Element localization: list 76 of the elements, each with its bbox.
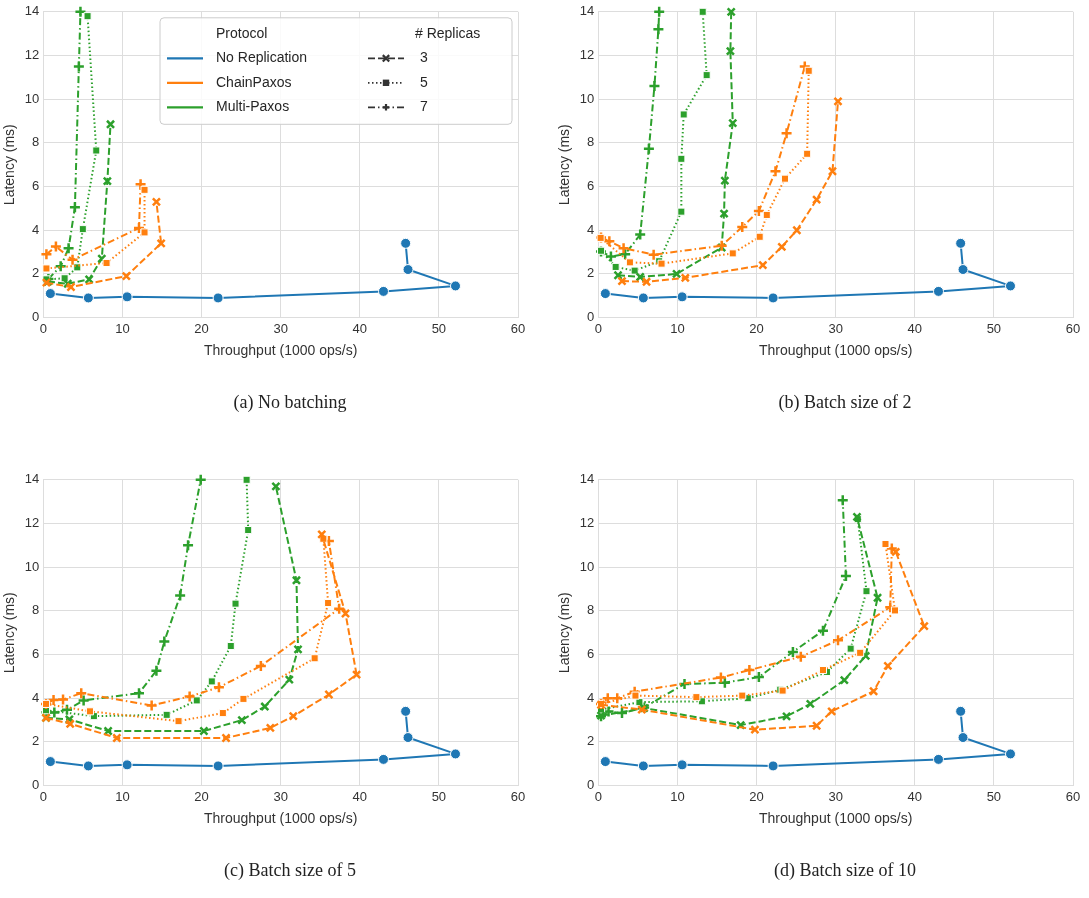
y-tick-label: 6 bbox=[587, 646, 595, 662]
y-tick-label: 4 bbox=[587, 689, 595, 705]
x-tick-label: 30 bbox=[273, 320, 288, 336]
y-tick-label: 10 bbox=[24, 90, 40, 106]
x-tick-label: 20 bbox=[749, 788, 764, 804]
text: (b) Batch size of 2 bbox=[777, 392, 913, 413]
x-tick-label: 20 bbox=[194, 320, 209, 336]
x-tick-label: 60 bbox=[510, 788, 526, 804]
x-axis-title: Throughput (1000 ops/s) bbox=[758, 810, 913, 827]
y-tick-label: 8 bbox=[587, 134, 595, 150]
y-tick-label: 10 bbox=[579, 90, 595, 106]
y-axis-title: Latency (ms) bbox=[1, 592, 18, 674]
y-tick-label: 10 bbox=[24, 558, 40, 574]
y-tick-label: 4 bbox=[32, 221, 40, 237]
x-tick-label: 10 bbox=[115, 320, 130, 336]
y-tick-label: 6 bbox=[32, 646, 40, 662]
annotation: # Replicas bbox=[415, 24, 481, 41]
legend-label: ChainPaxos bbox=[216, 73, 292, 90]
x-tick-label: 60 bbox=[1065, 320, 1081, 336]
legend-title: Protocol bbox=[216, 24, 268, 41]
y-tick-label: 10 bbox=[579, 558, 595, 574]
y-tick-label: 6 bbox=[587, 178, 595, 194]
x-tick-label: 10 bbox=[115, 788, 130, 804]
x-tick-label: 50 bbox=[986, 788, 1002, 804]
y-tick-label: 2 bbox=[587, 265, 595, 281]
y-tick-label: 8 bbox=[32, 602, 40, 618]
legend-label: 7 bbox=[420, 98, 428, 115]
x-tick-label: 10 bbox=[670, 320, 685, 336]
x-tick-label: 40 bbox=[907, 788, 922, 804]
x-tick-label: 40 bbox=[352, 788, 367, 804]
text: (d) Batch size of 10 bbox=[773, 860, 917, 881]
x-tick-label: 30 bbox=[828, 320, 843, 336]
legend-label: 3 bbox=[420, 49, 428, 66]
y-axis-title: Latency (ms) bbox=[556, 592, 573, 674]
x-tick-label: 30 bbox=[828, 788, 843, 804]
legend-label: Multi-Paxos bbox=[216, 98, 290, 115]
y-tick-label: 2 bbox=[32, 733, 40, 749]
y-tick-label: 8 bbox=[32, 134, 40, 150]
x-tick-label: 20 bbox=[749, 320, 764, 336]
y-tick-label: 12 bbox=[24, 515, 40, 531]
y-tick-label: 14 bbox=[579, 471, 595, 487]
x-tick-label: 50 bbox=[431, 788, 447, 804]
y-tick-label: 14 bbox=[579, 3, 595, 19]
y-tick-label: 0 bbox=[587, 777, 595, 793]
x-tick-label: 50 bbox=[986, 320, 1002, 336]
x-tick-label: 60 bbox=[1065, 788, 1081, 804]
x-axis-title: Throughput (1000 ops/s) bbox=[203, 810, 358, 827]
text: (c) Batch size of 5 bbox=[223, 860, 357, 881]
y-tick-label: 2 bbox=[32, 265, 40, 281]
x-tick-label: 50 bbox=[431, 320, 447, 336]
y-tick-label: 12 bbox=[24, 47, 40, 63]
x-tick-label: 30 bbox=[273, 788, 288, 804]
y-axis-title: Latency (ms) bbox=[556, 124, 573, 206]
x-axis-title: Throughput (1000 ops/s) bbox=[758, 342, 913, 359]
y-tick-label: 2 bbox=[587, 733, 595, 749]
y-tick-label: 14 bbox=[24, 471, 40, 487]
y-tick-label: 8 bbox=[587, 602, 595, 618]
x-tick-label: 60 bbox=[510, 320, 526, 336]
y-axis-title: Latency (ms) bbox=[1, 124, 18, 206]
y-tick-label: 0 bbox=[587, 309, 595, 325]
y-tick-label: 14 bbox=[24, 3, 40, 19]
x-tick-label: 10 bbox=[670, 788, 685, 804]
text: (a) No batching bbox=[232, 392, 348, 413]
x-tick-label: 40 bbox=[907, 320, 922, 336]
x-tick-label: 40 bbox=[352, 320, 367, 336]
y-tick-label: 0 bbox=[32, 777, 40, 793]
y-tick-label: 4 bbox=[587, 221, 595, 237]
y-tick-label: 0 bbox=[32, 309, 40, 325]
y-tick-label: 12 bbox=[579, 515, 595, 531]
x-axis-title: Throughput (1000 ops/s) bbox=[203, 342, 358, 359]
y-tick-label: 12 bbox=[579, 47, 595, 63]
legend-label: 5 bbox=[420, 73, 428, 90]
legend-label: No Replication bbox=[216, 49, 308, 66]
x-tick-label: 20 bbox=[194, 788, 209, 804]
y-tick-label: 4 bbox=[32, 689, 40, 705]
y-tick-label: 6 bbox=[32, 178, 40, 194]
